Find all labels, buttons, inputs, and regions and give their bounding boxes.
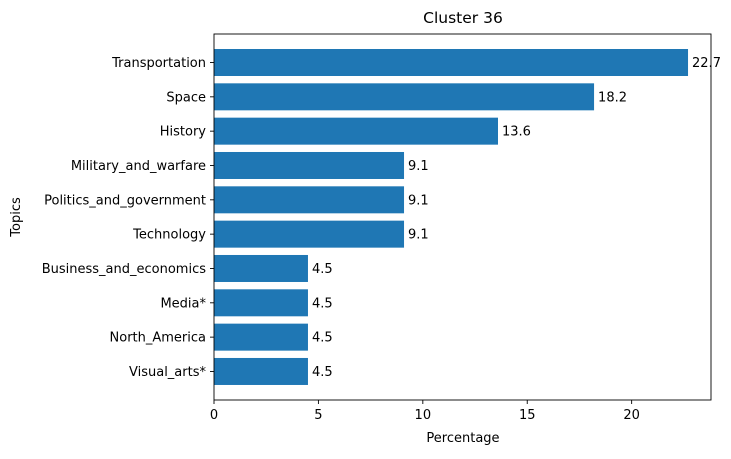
bar-value-label: 4.5 — [312, 296, 333, 311]
bar — [214, 357, 308, 385]
y-tick-label: Military_and_warfare — [71, 159, 206, 174]
y-tick-label: Business_and_economics — [42, 262, 206, 277]
data-labels-layer: 22.7 18.2 13.6 9.1 9.1 9.1 4.5 4.5 4.5 4.5 — [312, 56, 721, 380]
y-tick-label: History — [160, 125, 207, 140]
bar — [214, 289, 308, 317]
x-tick-label: 0 — [210, 408, 218, 423]
bar-value-label: 13.6 — [502, 125, 531, 140]
y-tick-label: Visual_arts* — [129, 365, 206, 380]
chart-title: Cluster 36 — [423, 9, 503, 27]
y-tick-label: Politics_and_government — [44, 193, 206, 208]
bar-value-label: 22.7 — [692, 56, 721, 71]
bar — [214, 254, 308, 282]
x-tick-label: 5 — [314, 408, 322, 423]
y-tick-label: Transportation — [111, 56, 206, 71]
y-tick-label: Space — [166, 90, 206, 105]
bars-layer — [214, 49, 689, 385]
bar-value-label: 18.2 — [598, 90, 627, 105]
bar-value-label: 9.1 — [408, 193, 429, 208]
bar-value-label: 4.5 — [312, 365, 333, 380]
bar-value-label: 4.5 — [312, 331, 333, 346]
x-tick-label: 10 — [415, 408, 432, 423]
bar-value-label: 9.1 — [408, 228, 429, 243]
bar — [214, 151, 405, 179]
bar — [214, 323, 308, 351]
y-tick-label: North_America — [110, 331, 206, 346]
x-axis-label: Percentage — [426, 431, 499, 446]
bar — [214, 117, 498, 145]
bar-value-label: 4.5 — [312, 262, 333, 277]
bar — [214, 186, 405, 214]
plot-area-frame — [213, 33, 712, 401]
x-tick-label: 20 — [623, 408, 640, 423]
bar — [214, 83, 595, 111]
x-tick-label: 15 — [519, 408, 536, 423]
y-tick-label: Media* — [160, 296, 206, 311]
bar — [214, 220, 405, 248]
y-tick-label: Technology — [132, 228, 206, 243]
bar — [214, 49, 689, 76]
bar-value-label: 9.1 — [408, 159, 429, 174]
ticks-layer: Transportation Space History Military_and_w… — [42, 56, 640, 423]
y-axis-label: Topics — [9, 197, 24, 238]
